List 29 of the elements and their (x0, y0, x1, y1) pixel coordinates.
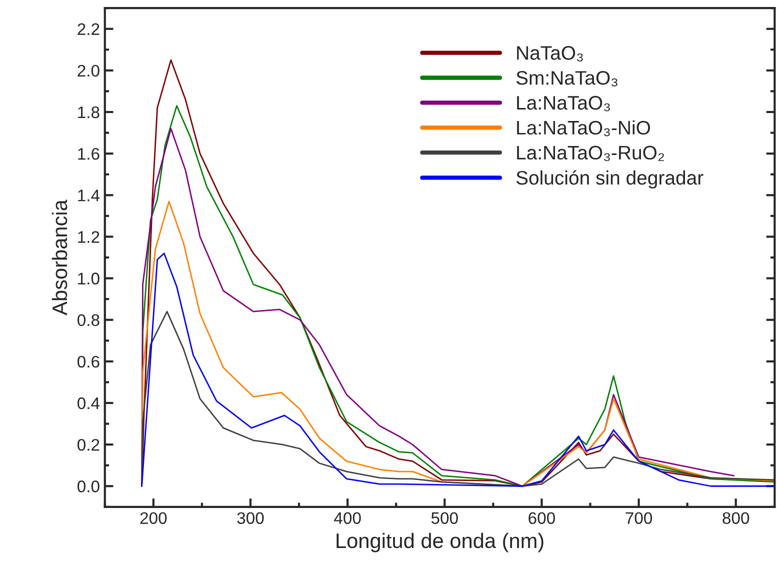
x-tick-label: 400 (334, 512, 361, 524)
legend-label: La:NaTaO₃-RuO₂ (517, 146, 664, 162)
line-series (141, 252, 775, 487)
y-tick-label: 0.6 (78, 356, 100, 368)
legend-label: Solución sin degradar (516, 170, 704, 189)
x-tick-label: 700 (626, 512, 652, 524)
x-tick-label: 600 (528, 512, 555, 524)
legend-label: La:NaTaO₃ (517, 96, 610, 112)
x-tick-label: 200 (140, 512, 167, 524)
y-tick-label: 0.0 (78, 480, 100, 492)
legend-label: La:NaTaO₃-NiO (517, 120, 650, 136)
legend-label: NaTaO₃ (517, 46, 583, 62)
x-tick-label: 300 (237, 512, 264, 524)
y-tick-label: 2.0 (78, 64, 100, 77)
x-axis-title: Longitud de onda (nm) (336, 532, 544, 552)
x-tick-label: 500 (431, 512, 458, 524)
y-tick-label: 1.4 (78, 190, 100, 202)
y-tick-label: 1.8 (78, 106, 100, 118)
x-tick-label: 800 (722, 512, 750, 524)
y-tick-label: 1.2 (78, 231, 100, 243)
y-axis-title: Absorbancia (52, 200, 68, 316)
legend-label: Sm:NaTaO₃ (516, 70, 618, 86)
y-tick-label: 0.4 (78, 397, 100, 410)
y-tick-label: 2.2 (78, 23, 100, 35)
y-tick-label: 0.2 (78, 438, 100, 451)
line-series (141, 310, 775, 487)
y-tick-label: 1.6 (78, 148, 100, 160)
y-tick-label: 0.8 (78, 314, 100, 326)
y-tick-label: 1.0 (78, 272, 100, 284)
